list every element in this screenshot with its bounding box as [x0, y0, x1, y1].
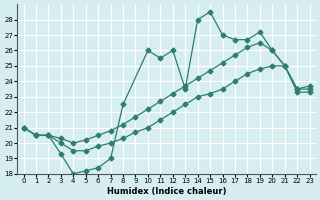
X-axis label: Humidex (Indice chaleur): Humidex (Indice chaleur) [107, 187, 226, 196]
